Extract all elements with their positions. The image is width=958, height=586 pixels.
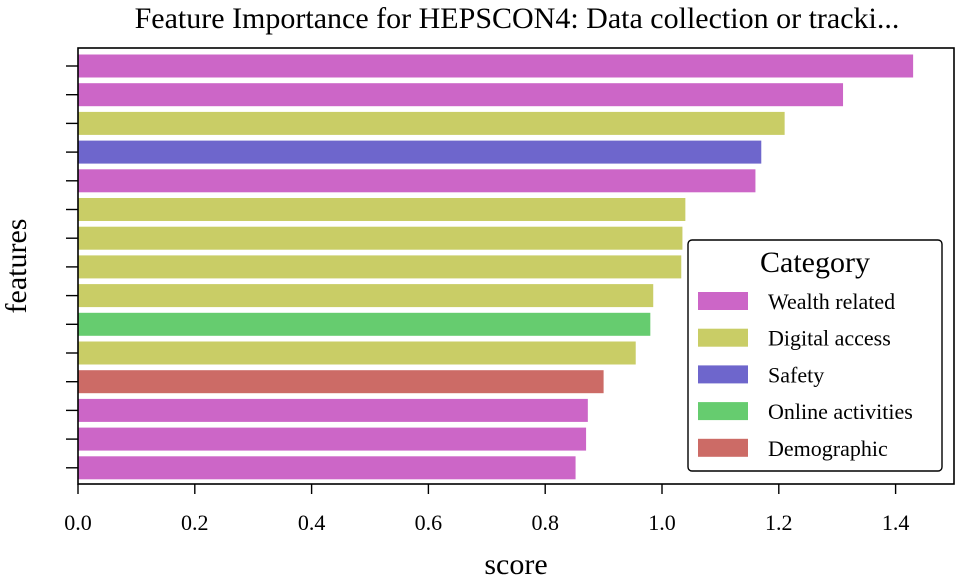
x-tick-label: 0.8 <box>531 510 559 535</box>
legend-swatch <box>698 438 748 457</box>
bar <box>78 255 682 279</box>
bar <box>78 198 686 221</box>
legend-swatch <box>698 292 748 310</box>
bar <box>78 54 914 78</box>
legend-entries: Wealth related Digital access Safety Online… <box>698 289 913 461</box>
x-tick-label: 1.4 <box>882 510 910 535</box>
legend-swatch <box>698 402 748 421</box>
x-tick-label: 0.2 <box>181 510 209 535</box>
bar <box>78 226 683 250</box>
chart-title: Feature Importance for HEPSCON4: Data co… <box>135 2 900 35</box>
legend-swatch <box>698 365 748 384</box>
bar <box>78 140 762 164</box>
legend-label: Online activities <box>768 399 913 424</box>
legend-label: Demographic <box>768 436 888 461</box>
bar <box>78 312 651 336</box>
y-ticks-layer <box>66 65 78 469</box>
x-tick-label: 1.2 <box>765 510 793 535</box>
legend-label: Safety <box>768 362 824 387</box>
legend-label: Wealth related <box>768 289 895 314</box>
bar <box>78 111 785 135</box>
bar <box>78 370 604 394</box>
x-tick-label: 0.4 <box>298 510 326 535</box>
bar <box>78 341 636 365</box>
x-tick-label: 0.6 <box>415 510 443 535</box>
legend-swatch <box>698 328 748 347</box>
bar <box>78 427 587 451</box>
bar <box>78 169 756 193</box>
bar <box>78 456 576 480</box>
legend-box <box>687 239 943 472</box>
bar <box>78 284 654 308</box>
bars-layer <box>78 54 914 480</box>
legend: Category Wealth related Digital access Saf… <box>687 239 943 472</box>
legend-title: Category <box>760 246 870 279</box>
bar <box>78 398 588 422</box>
plot-frame <box>77 47 955 485</box>
x-axis-label: score <box>484 548 547 581</box>
x-ticks-layer: 0.0 0.2 0.4 0.6 0.8 1.0 1.2 1.4 <box>64 484 909 535</box>
legend-label: Digital access <box>768 326 891 351</box>
x-tick-label: 0.0 <box>64 510 92 535</box>
x-tick-label: 1.0 <box>648 510 676 535</box>
y-axis-label: features <box>0 219 33 314</box>
bar <box>78 83 844 107</box>
